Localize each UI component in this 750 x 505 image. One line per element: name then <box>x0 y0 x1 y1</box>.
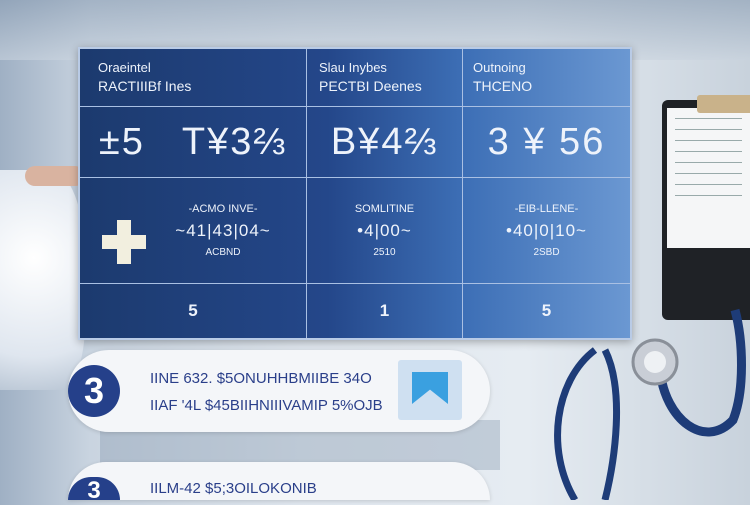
clipboard-clamp <box>697 95 750 113</box>
bookmark-image-icon <box>398 360 462 420</box>
card-line: IILM-42 $5;3OILOKONIB <box>150 480 317 497</box>
detail-value: •40|0|10~ <box>506 221 587 240</box>
count-cell: 5 <box>541 301 552 320</box>
detail-cell: -ACMO INVE- ~41|43|04~ ACBND <box>80 178 307 284</box>
stethoscope-icon <box>554 308 746 500</box>
header-line1: Outnoing <box>473 60 526 75</box>
big-value: 3 ¥ 56 <box>463 107 630 178</box>
number-badge: 3 <box>68 365 120 417</box>
detail-label: SOMLITINE <box>354 203 415 215</box>
plus-icon <box>102 220 146 264</box>
info-card: 3 IILM-42 $5;3OILOKONIB <box>68 462 490 504</box>
detail-cell: SOMLITINE •4|00~ 2510 <box>307 178 463 284</box>
header-line2: THCENO <box>473 78 533 94</box>
count-cell: 5 <box>80 284 307 338</box>
doctor-coat-arm <box>0 170 85 390</box>
header-line2: PECTBI Deenes <box>319 78 422 94</box>
clipboard-paper <box>667 108 750 248</box>
big-value: B¥4⅔ <box>307 107 463 178</box>
header-cell: Outnoing THCENO <box>463 49 630 107</box>
detail-value: ~41|43|04~ <box>175 221 271 240</box>
header-line2: RACTIIIBf Ines <box>98 78 192 94</box>
big-value: ±5 T¥3⅔ <box>80 107 307 178</box>
detail-cell: -EIB-LLENE- •40|0|10~ 2SBD <box>463 178 630 284</box>
card-line: IIAF '4L $45BIIHNIIIVAMIP 5%OJB <box>150 397 383 414</box>
detail-value: •4|00~ <box>357 221 412 240</box>
detail-label: -EIB-LLENE- <box>514 203 579 215</box>
header-cell: Slau Inybes PECTBI Deenes <box>307 49 463 107</box>
detail-sub: 2510 <box>373 247 396 258</box>
number-badge: 3 <box>68 477 120 504</box>
card-line: IINE 632. $5ONUHHBMIIBE 34O <box>150 370 372 387</box>
header-line1: Slau Inybes <box>319 60 387 75</box>
detail-sub: ACBND <box>205 247 241 258</box>
count-cell: 1 <box>307 284 463 338</box>
header-cell: Oraeintel RACTIIIBf Ines <box>80 49 307 107</box>
doctor-hand <box>25 166 85 186</box>
header-line1: Oraeintel <box>98 60 151 75</box>
data-table: Oraeintel RACTIIIBf Ines Slau Inybes PECTB… <box>78 47 632 340</box>
detail-sub: 2SBD <box>533 247 560 258</box>
detail-label: -ACMO INVE- <box>188 203 258 215</box>
info-card: 3 IINE 632. $5ONUHHBMIIBE 34O IIAF '4L $… <box>68 350 490 432</box>
